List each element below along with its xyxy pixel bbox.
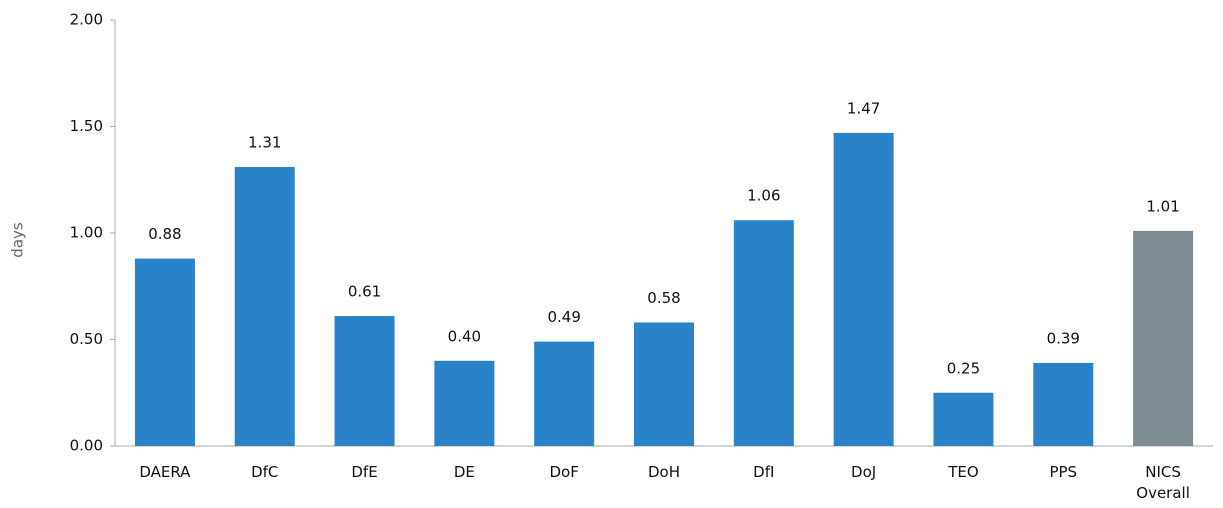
data-label: 1.31	[248, 133, 281, 151]
bar	[434, 360, 495, 446]
data-label: 1.47	[847, 99, 880, 117]
data-label: 0.25	[947, 359, 980, 377]
bar	[833, 132, 894, 446]
x-tick-label: DoJ	[851, 463, 877, 481]
bar	[733, 220, 794, 446]
bar	[534, 341, 595, 446]
x-tick-label: PPS	[1049, 463, 1078, 481]
data-label: 0.61	[348, 283, 381, 301]
bar	[234, 166, 295, 446]
x-tick-label: DfI	[753, 463, 775, 481]
x-tick-label: NICS Overall	[1136, 463, 1190, 502]
bar	[933, 392, 994, 446]
data-label: 0.58	[647, 289, 680, 307]
x-tick-label: DE	[453, 463, 475, 481]
y-tick-label: 1.50	[70, 117, 103, 135]
bar	[1033, 362, 1094, 446]
y-tick-label: 0.00	[70, 437, 103, 455]
x-tick-label: DfE	[351, 463, 378, 481]
bar	[634, 322, 694, 446]
x-tick-label: DoH	[647, 463, 680, 481]
x-tick-label: DfC	[251, 463, 279, 481]
x-tick-label: DoF	[549, 463, 579, 481]
bar	[334, 316, 395, 446]
y-tick-label: 2.00	[70, 11, 103, 29]
y-axis-label: days	[9, 222, 27, 258]
x-tick-label: TEO	[948, 463, 979, 481]
y-tick-label: 1.00	[70, 224, 103, 242]
data-label: 1.06	[747, 187, 780, 205]
data-label: 0.39	[1047, 329, 1080, 347]
data-label: 0.88	[148, 225, 181, 243]
y-tick-label: 0.50	[70, 330, 103, 348]
bar	[134, 258, 195, 446]
x-tick-label: DAERA	[139, 463, 191, 481]
data-label: 0.49	[547, 308, 580, 326]
data-label: 1.01	[1146, 197, 1179, 215]
bar	[1133, 230, 1194, 446]
data-label: 0.40	[448, 327, 481, 345]
